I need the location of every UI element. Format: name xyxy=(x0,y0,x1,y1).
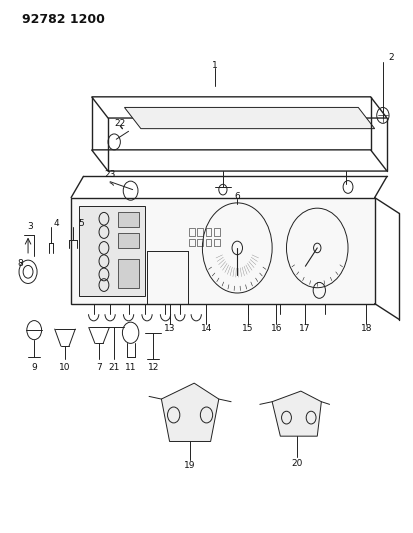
Bar xyxy=(189,228,195,236)
Text: 1: 1 xyxy=(212,61,218,69)
Text: 19: 19 xyxy=(184,461,196,470)
Text: 4: 4 xyxy=(54,219,59,228)
Text: 18: 18 xyxy=(361,324,372,333)
Text: 15: 15 xyxy=(242,324,253,333)
Bar xyxy=(197,239,203,246)
Text: 14: 14 xyxy=(201,324,212,333)
Bar xyxy=(189,239,195,246)
Text: 9: 9 xyxy=(31,363,37,372)
Text: 92782 1200: 92782 1200 xyxy=(22,13,105,27)
Text: 17: 17 xyxy=(299,324,311,333)
Bar xyxy=(206,228,211,236)
Bar xyxy=(206,239,211,246)
Text: 22: 22 xyxy=(115,119,126,128)
Text: 2: 2 xyxy=(388,53,394,62)
Text: 12: 12 xyxy=(147,363,159,372)
Text: 3: 3 xyxy=(27,222,33,231)
Text: 10: 10 xyxy=(59,363,71,372)
Text: 23: 23 xyxy=(104,170,116,179)
Bar xyxy=(118,259,139,288)
Text: 6: 6 xyxy=(235,192,240,201)
Bar xyxy=(118,233,139,248)
Polygon shape xyxy=(71,198,375,304)
Bar xyxy=(214,228,220,236)
Polygon shape xyxy=(161,383,219,441)
Text: 7: 7 xyxy=(96,363,102,372)
Text: 8: 8 xyxy=(17,260,23,268)
Text: 13: 13 xyxy=(164,324,176,333)
Bar xyxy=(197,228,203,236)
Polygon shape xyxy=(124,108,375,128)
Polygon shape xyxy=(272,391,321,436)
Text: 11: 11 xyxy=(125,363,136,372)
Text: 20: 20 xyxy=(291,459,302,469)
Bar xyxy=(118,212,139,227)
Text: 21: 21 xyxy=(109,363,120,372)
Text: 5: 5 xyxy=(78,219,84,228)
Text: 16: 16 xyxy=(271,324,282,333)
Polygon shape xyxy=(79,206,145,296)
Bar xyxy=(214,239,220,246)
